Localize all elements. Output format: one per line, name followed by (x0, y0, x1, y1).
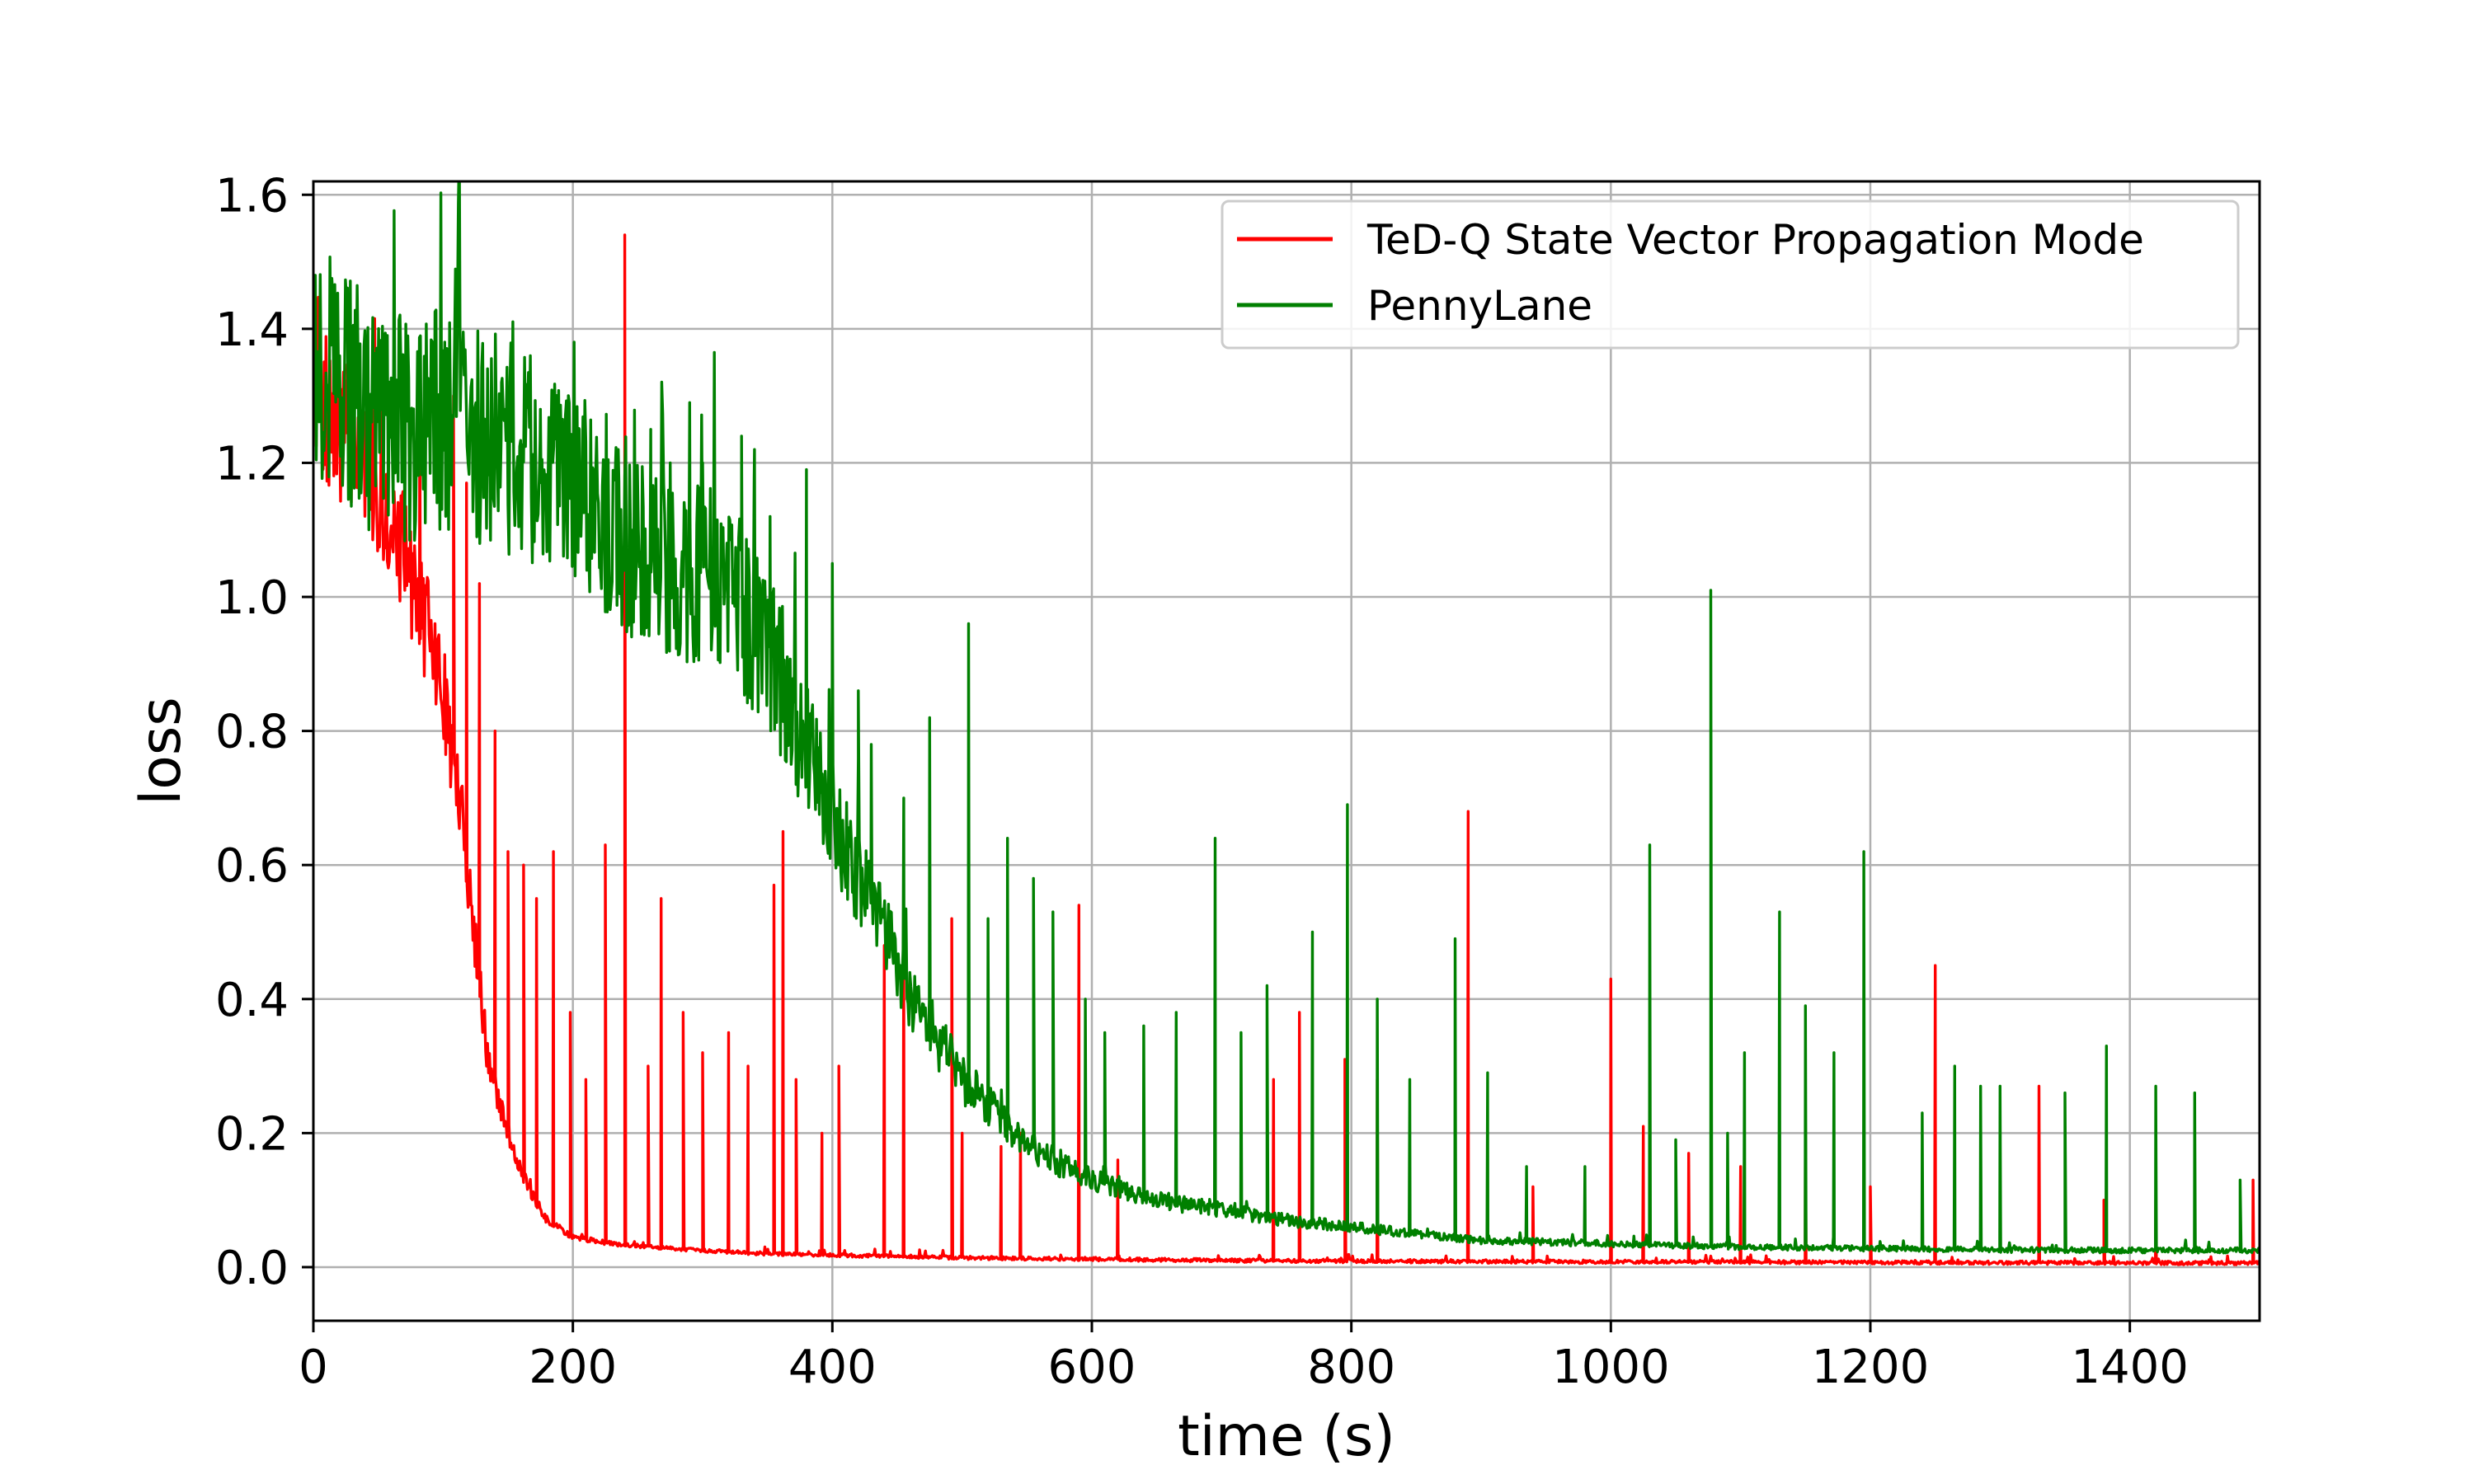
series-line-pennylane (313, 181, 2260, 1255)
x-tick-label: 400 (788, 1341, 877, 1394)
x-tick-label: 1200 (1812, 1341, 1930, 1394)
y-tick-label: 1.0 (215, 571, 289, 625)
ticks: 0 200 400 600 800 1000 1200 1400 0.0 0.2 0.4 0.6 0.8… (215, 169, 2189, 1394)
y-axis-label: loss (129, 697, 194, 805)
x-tick-label: 1400 (2071, 1341, 2189, 1394)
y-tick-label: 0.6 (215, 839, 289, 893)
x-tick-label: 0 (299, 1341, 328, 1394)
legend-box (1221, 200, 2240, 350)
series-layer (313, 181, 2260, 1266)
x-tick-label: 600 (1048, 1341, 1136, 1394)
x-tick-label: 800 (1307, 1341, 1395, 1394)
y-tick-label: 0.8 (215, 706, 289, 759)
legend-label-pennylane: PennyLane (1367, 282, 1592, 330)
x-tick-label: 1000 (1552, 1341, 1670, 1394)
y-tick-label: 0.0 (215, 1242, 289, 1295)
legend: TeD-Q State Vector Propagation Mode Penn… (1221, 200, 2240, 350)
legend-label-ted-q: TeD-Q State Vector Propagation Mode (1366, 216, 2144, 264)
y-tick-label: 0.2 (215, 1107, 289, 1161)
x-tick-label: 200 (529, 1341, 617, 1394)
y-tick-label: 1.4 (215, 303, 289, 357)
y-tick-label: 1.6 (215, 169, 289, 223)
y-tick-label: 0.4 (215, 974, 289, 1027)
x-axis-label: time (s) (1178, 1404, 1395, 1469)
plot-frame (312, 180, 2261, 1322)
series-line-ted-q (313, 233, 2260, 1266)
y-tick-label: 1.2 (215, 437, 289, 491)
